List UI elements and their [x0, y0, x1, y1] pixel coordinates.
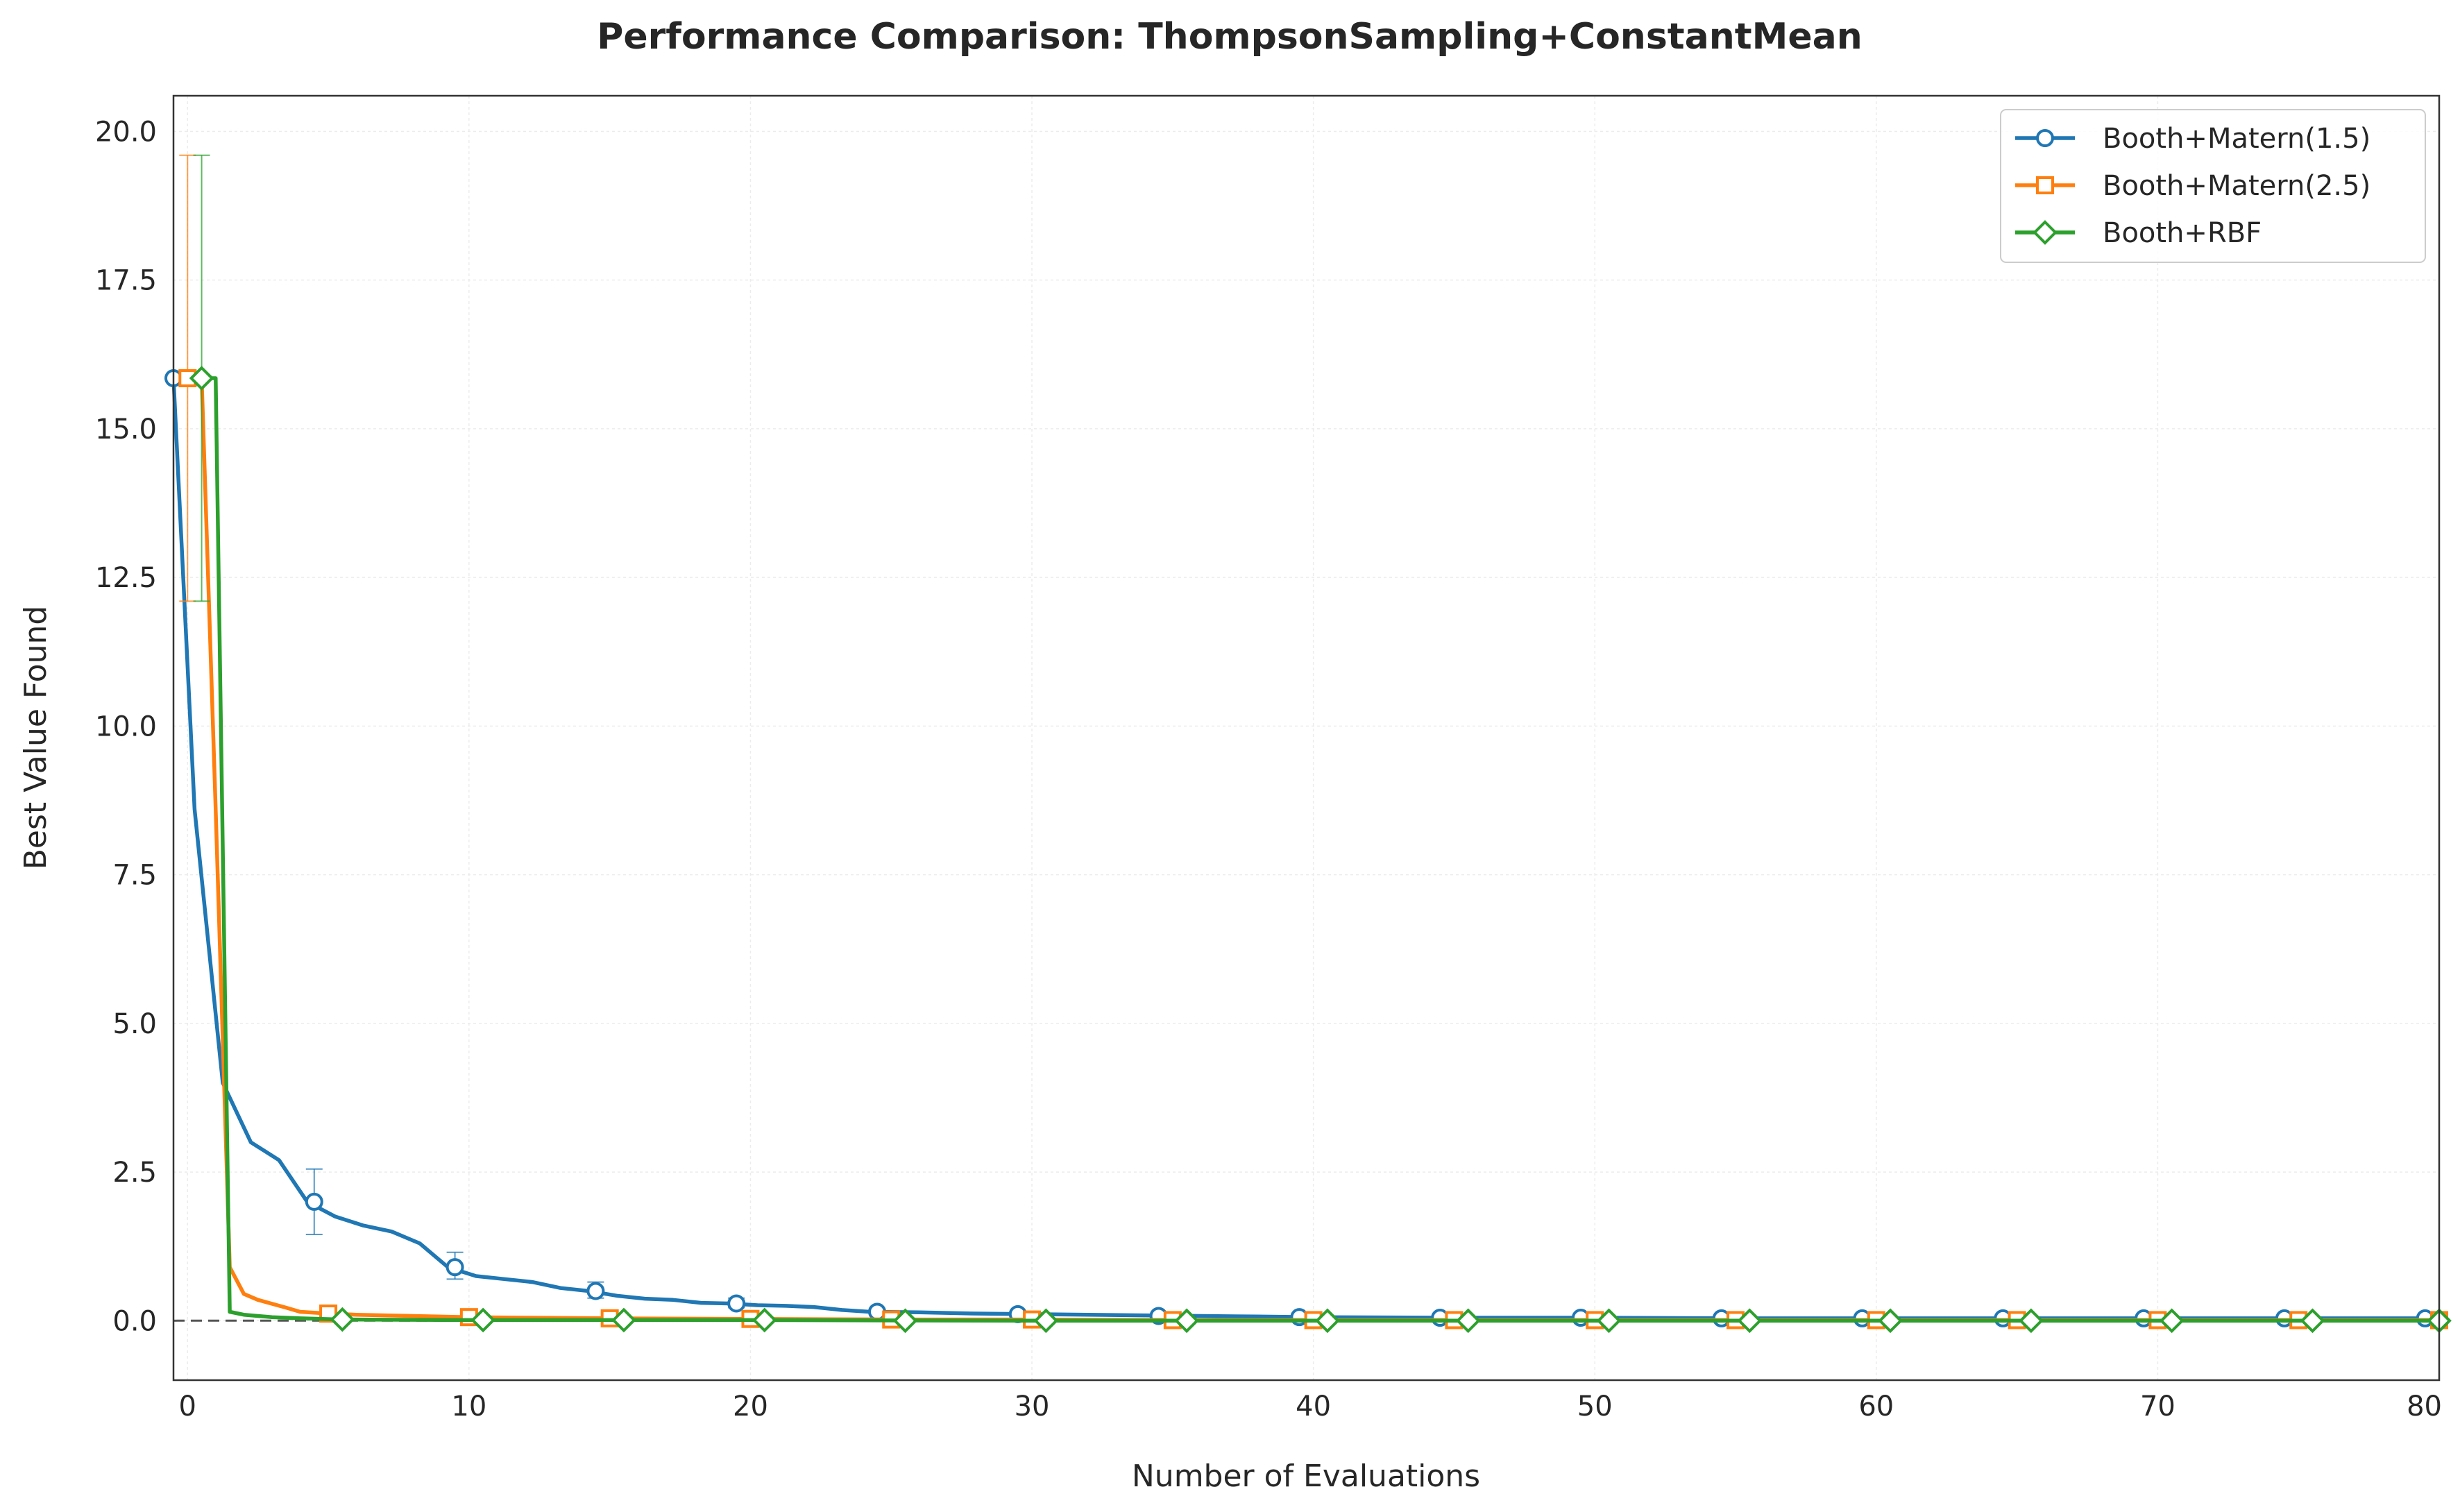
data-point: [892, 1308, 918, 1334]
tick-labels: 0 10 20 30 40 50 60 70 80 0.0 2.5 5.0 7.5 10.0 12.5 15.…: [95, 116, 2442, 1422]
x-tick-label: 80: [2407, 1391, 2442, 1422]
x-tick-label: 20: [733, 1391, 768, 1422]
legend-box: [2000, 109, 2426, 263]
legend-marker: [2036, 129, 2054, 147]
data-point: [1315, 1308, 1340, 1334]
data-point: [470, 1307, 495, 1333]
data-point: [1033, 1308, 1059, 1334]
data-point: [305, 1192, 323, 1211]
x-tick-label: 10: [451, 1391, 486, 1422]
y-tick-label: 15.0: [95, 414, 157, 445]
y-tick-label: 7.5: [112, 860, 157, 892]
legend-marker: [2033, 220, 2058, 245]
data-point: [586, 1282, 605, 1300]
y-tick-label: 17.5: [95, 265, 157, 297]
data-point: [752, 1307, 777, 1333]
data-point: [1878, 1308, 1903, 1334]
legend-marker: [2036, 176, 2054, 194]
data-point: [446, 1258, 464, 1277]
y-tick-label: 10.0: [95, 711, 157, 742]
x-tick-label: 70: [2140, 1391, 2175, 1422]
legend: Booth+Matern(1.5) Booth+Matern(2.5) Booth+…: [2000, 109, 2426, 263]
x-tick-label: 50: [1577, 1391, 1613, 1422]
y-tick-label: 0.0: [112, 1305, 157, 1337]
x-tick-label: 60: [1858, 1391, 1894, 1422]
data-point: [1174, 1308, 1199, 1334]
legend-label: Booth+RBF: [2103, 217, 2262, 249]
chart-title: Performance Comparison: ThompsonSampling…: [597, 16, 1862, 58]
data-point: [2159, 1308, 2185, 1334]
data-point: [189, 366, 214, 391]
y-tick-label: 5.0: [112, 1008, 157, 1040]
data-point: [1596, 1308, 1622, 1334]
legend-label: Booth+Matern(2.5): [2103, 170, 2370, 202]
y-tick-label: 20.0: [95, 116, 157, 148]
x-tick-label: 40: [1296, 1391, 1331, 1422]
series-layer: [164, 154, 2452, 1334]
series-line: [199, 376, 2441, 1323]
x-tick-label: 0: [179, 1391, 196, 1422]
data-point: [330, 1307, 355, 1332]
legend-label: Booth+Matern(1.5): [2103, 123, 2370, 155]
x-axis-label: Number of Evaluations: [1132, 1459, 1480, 1494]
plot-frame: [172, 94, 2441, 1382]
x-tick-label: 30: [1015, 1391, 1050, 1422]
data-point: [2300, 1308, 2325, 1334]
data-point: [1455, 1308, 1481, 1334]
series-2: [189, 154, 2452, 1334]
data-point: [727, 1294, 746, 1313]
y-axis-label: Best Value Found: [18, 606, 53, 870]
data-point: [611, 1307, 636, 1333]
data-point: [1737, 1308, 1763, 1334]
y-tick-label: 2.5: [112, 1157, 157, 1189]
y-tick-label: 12.5: [95, 562, 157, 594]
data-point: [2019, 1308, 2044, 1334]
